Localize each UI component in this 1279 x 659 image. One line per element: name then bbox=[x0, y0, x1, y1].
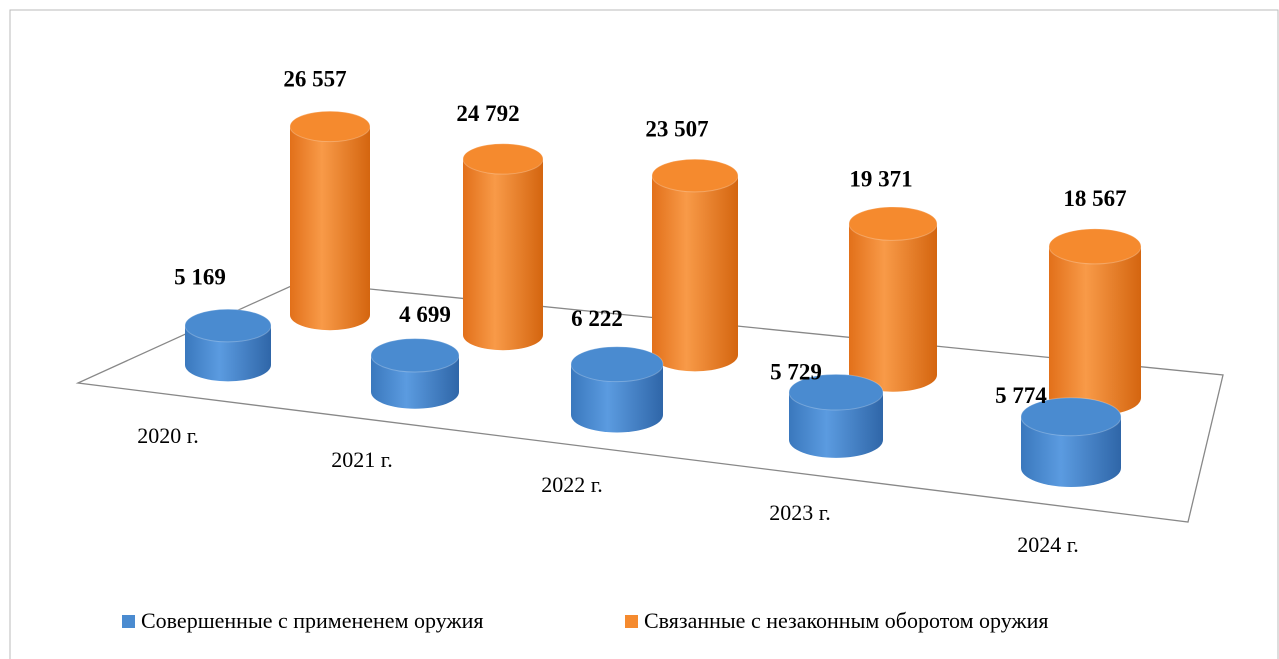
bar-top bbox=[848, 206, 938, 241]
x-tick-label: 2024 г. bbox=[1017, 532, 1079, 557]
bar bbox=[652, 175, 738, 372]
bar bbox=[290, 126, 370, 331]
value-label: 24 792 bbox=[456, 101, 519, 126]
bar-top bbox=[370, 338, 460, 373]
value-label: 5 774 bbox=[995, 383, 1047, 408]
value-label: 5 169 bbox=[174, 264, 226, 289]
value-label: 4 699 bbox=[399, 302, 451, 327]
x-tick-label: 2021 г. bbox=[331, 447, 393, 472]
bar bbox=[463, 158, 543, 351]
bar bbox=[1049, 246, 1141, 416]
value-label: 19 371 bbox=[849, 166, 912, 191]
value-label: 26 557 bbox=[283, 67, 346, 92]
bar-top bbox=[1048, 228, 1142, 265]
bar-top bbox=[788, 373, 884, 411]
x-tick-label: 2022 г. bbox=[541, 472, 603, 497]
legend-swatch bbox=[625, 615, 638, 628]
bar bbox=[789, 392, 883, 458]
value-label: 5 729 bbox=[770, 360, 822, 385]
value-label: 18 567 bbox=[1063, 186, 1126, 211]
bar-top bbox=[1020, 397, 1122, 437]
x-tick-label: 2023 г. bbox=[769, 500, 831, 525]
value-label: 23 507 bbox=[645, 117, 708, 142]
frame bbox=[9, 9, 1279, 659]
legend-label: Связанные с незаконным оборотом оружия bbox=[644, 608, 1049, 633]
legend-swatch bbox=[122, 615, 135, 628]
bar bbox=[849, 223, 937, 392]
x-tick-label: 2020 г. bbox=[137, 423, 199, 448]
bar-top bbox=[184, 308, 272, 343]
bar-top bbox=[462, 143, 544, 175]
bar bbox=[571, 364, 663, 433]
bar-top bbox=[570, 346, 664, 383]
value-label: 6 222 bbox=[571, 306, 623, 331]
legend-label: Совершенные с примененем оружия bbox=[141, 608, 484, 633]
bar-top bbox=[289, 110, 371, 143]
bar-top bbox=[651, 158, 739, 193]
bar bbox=[1021, 416, 1121, 487]
